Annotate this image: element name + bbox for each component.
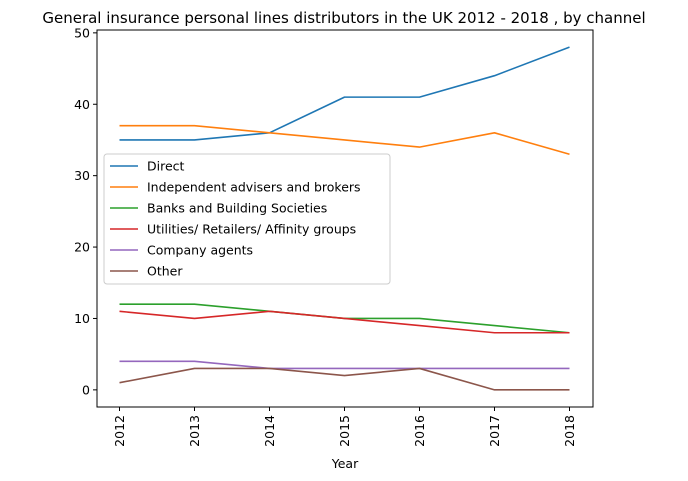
y-tick-label: 50 bbox=[74, 25, 90, 40]
series-line-other bbox=[119, 367, 570, 391]
legend-box bbox=[103, 153, 391, 285]
legend-entry: Direct bbox=[147, 159, 185, 174]
legend: Direct Independent advisers and brokers Ba… bbox=[103, 153, 391, 285]
chart-title: General insurance personal lines distrib… bbox=[42, 9, 645, 27]
y-tick-label: 30 bbox=[74, 168, 90, 183]
series-line-independent-advisers-and-brokers bbox=[119, 124, 570, 156]
series-line-direct bbox=[119, 46, 570, 141]
series-line-utilities-retailers-affinity-groups bbox=[119, 310, 570, 334]
y-tick-label: 40 bbox=[74, 97, 90, 112]
x-tick-label: 2013 bbox=[187, 415, 202, 447]
plot-area-frame bbox=[96, 29, 594, 408]
x-tick-label: 2017 bbox=[487, 415, 502, 447]
legend-entry: Other bbox=[147, 264, 183, 279]
x-tick-label: 2018 bbox=[562, 415, 577, 447]
y-tick-label: 10 bbox=[74, 311, 90, 326]
legend-entry: Utilities/ Retailers/ Affinity groups bbox=[147, 222, 356, 237]
x-axis-label: Year bbox=[331, 456, 359, 471]
x-tick-label: 2014 bbox=[262, 415, 277, 447]
legend-entry: Banks and Building Societies bbox=[147, 201, 327, 216]
x-tick-label: 2012 bbox=[112, 415, 127, 447]
series-line-company-agents bbox=[119, 360, 570, 370]
x-tick-label: 2016 bbox=[412, 415, 427, 447]
y-tick-label: 0 bbox=[82, 382, 90, 397]
legend-entry: Company agents bbox=[147, 243, 253, 258]
y-tick-label: 20 bbox=[74, 240, 90, 255]
x-tick-label: 2015 bbox=[337, 415, 352, 447]
legend-entry: Independent advisers and brokers bbox=[147, 180, 361, 195]
